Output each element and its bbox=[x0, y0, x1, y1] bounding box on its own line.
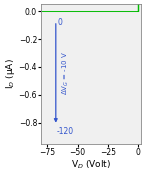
Text: ΔV$_G$ = -10 V: ΔV$_G$ = -10 V bbox=[61, 50, 71, 95]
Text: -120: -120 bbox=[57, 127, 74, 136]
Text: 0: 0 bbox=[57, 18, 62, 27]
X-axis label: V$_D$ (Volt): V$_D$ (Volt) bbox=[71, 158, 111, 171]
Y-axis label: I$_D$ (μA): I$_D$ (μA) bbox=[4, 59, 17, 89]
